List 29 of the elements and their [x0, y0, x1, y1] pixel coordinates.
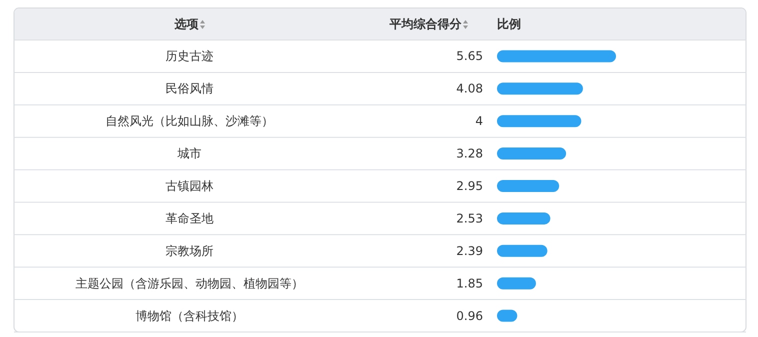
- data-label: 0.96: [456, 308, 483, 323]
- y-tick-label: 宗教场所: [166, 244, 214, 258]
- bar: [497, 148, 566, 160]
- data-label: 5.65: [456, 49, 483, 64]
- bar: [497, 244, 548, 257]
- data-label: 3.28: [456, 146, 483, 161]
- y-tick-label: 城市: [176, 146, 202, 161]
- bar: [497, 212, 550, 224]
- bar: [497, 82, 583, 95]
- data-label: 2.39: [456, 244, 483, 258]
- data-label: 4: [475, 114, 483, 128]
- y-tick-label: 民俗风情: [166, 82, 214, 96]
- data-label: 2.53: [456, 211, 483, 226]
- y-tick-label: 革命圣地: [166, 211, 214, 226]
- y-axis-title: 选项: [174, 16, 198, 32]
- bar: [497, 277, 536, 290]
- y-tick-label: 历史古迹: [166, 49, 214, 64]
- y-tick-label: 自然风光（比如山脉、沙滩等）: [106, 114, 274, 128]
- x-axis-title: 比例: [497, 16, 521, 32]
- bar: [497, 180, 560, 192]
- data-label: 4.08: [456, 82, 483, 96]
- data-label: 2.95: [456, 179, 483, 193]
- y-tick-label: 主题公园（含游乐园、动物园、植物园等）: [76, 276, 304, 290]
- bar: [497, 115, 582, 128]
- y-tick-label: 古镇园林: [166, 179, 214, 193]
- text: 平均综合得分: [390, 16, 462, 32]
- bar: [497, 50, 616, 62]
- data-label: 1.85: [456, 276, 483, 290]
- y-tick-label: 博物馆（含科技馆）: [136, 308, 244, 323]
